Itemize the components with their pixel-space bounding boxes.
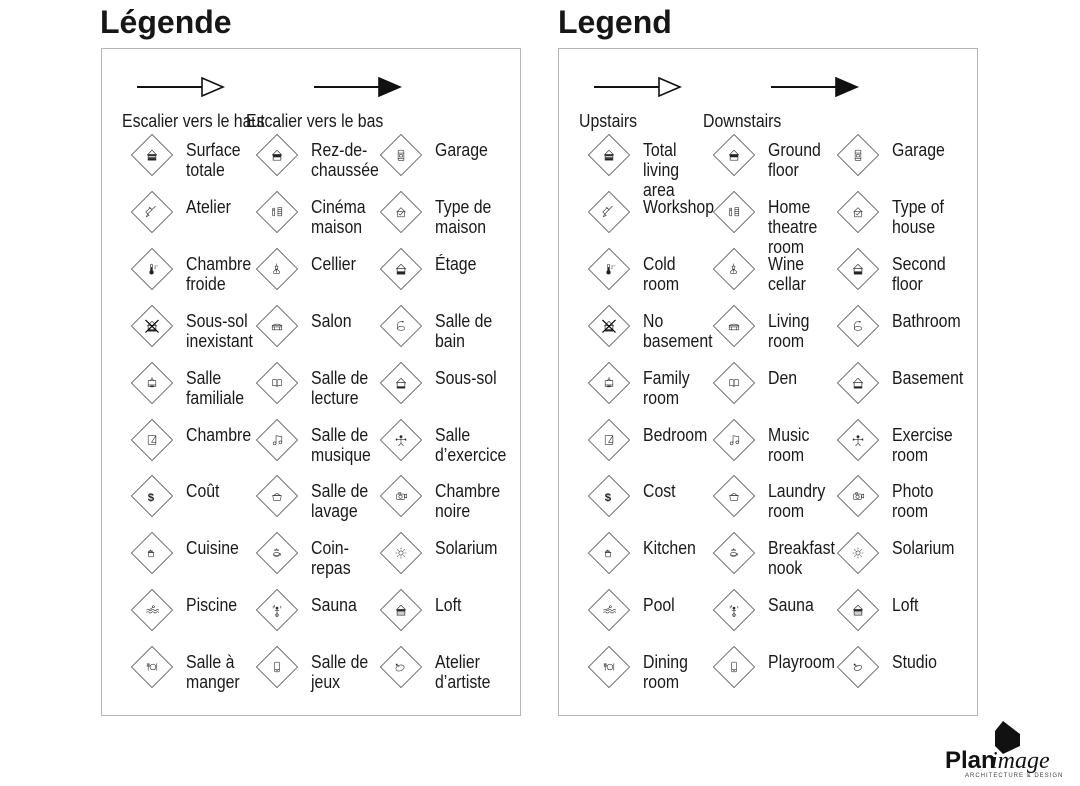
svg-text:Plan: Plan xyxy=(945,747,996,774)
svg-text:2°: 2° xyxy=(611,265,615,269)
svg-text:$: $ xyxy=(148,492,155,504)
svg-text:2°: 2° xyxy=(154,265,158,269)
svg-text:image: image xyxy=(991,748,1050,774)
svg-text:$: $ xyxy=(605,492,612,504)
svg-text:ARCHITECTURE & DESIGN: ARCHITECTURE & DESIGN xyxy=(965,773,1063,779)
